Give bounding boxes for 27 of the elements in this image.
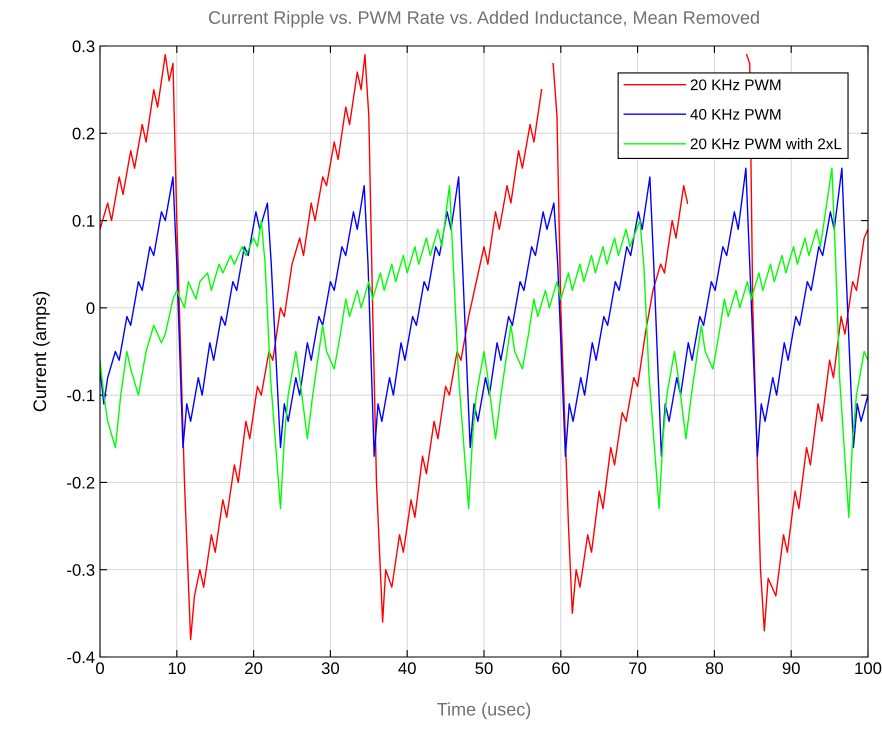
y-axis-title: Current (amps) [32, 292, 50, 412]
x-tick-label: 0 [96, 662, 104, 674]
y-tick-label: 0.1 [72, 214, 94, 227]
chart-title: Current Ripple vs. PWM Rate vs. Added Inductance, Mean Removed [208, 10, 759, 28]
legend-label: 20 KHz PWM with 2xL [690, 138, 842, 150]
x-tick-label: 10 [168, 662, 186, 674]
line-series [100, 168, 868, 518]
x-tick-label: 60 [552, 662, 570, 674]
x-tick-label: 40 [398, 662, 416, 674]
y-tick-label: -0.2 [67, 476, 94, 489]
x-tick-label: 30 [322, 662, 340, 674]
y-tick-label: 0 [86, 302, 94, 314]
x-tick-label: 90 [782, 662, 800, 674]
x-axis-title: Time (usec) [437, 702, 530, 720]
x-tick-label: 80 [706, 662, 724, 674]
x-tick-label: 50 [475, 662, 493, 674]
legend-label: 40 KHz PWM [690, 108, 780, 120]
y-tick-label: -0.1 [67, 390, 94, 402]
x-tick-label: 100 [855, 662, 882, 674]
legend-label: 20 KHz PWM [690, 79, 780, 90]
y-tick-label: 0.3 [72, 40, 94, 52]
x-tick-label: 70 [629, 662, 646, 674]
line-series [100, 168, 868, 457]
y-tick-label: -0.3 [67, 564, 94, 576]
x-tick-label: 20 [245, 662, 262, 674]
y-tick-label: 0.2 [72, 128, 94, 140]
y-tick-label: -0.4 [67, 651, 95, 664]
